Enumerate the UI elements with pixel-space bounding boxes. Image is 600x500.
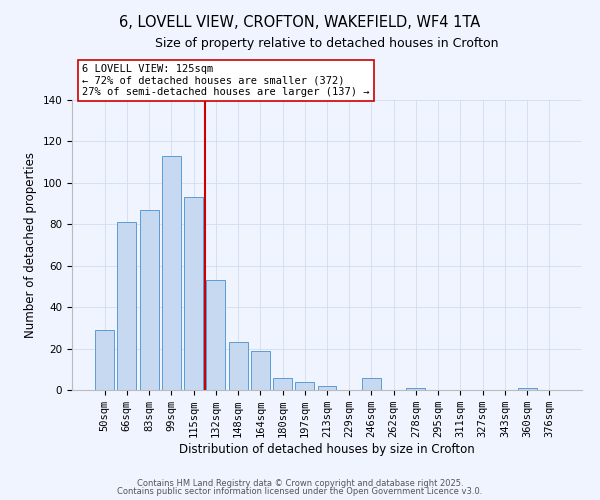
Title: Size of property relative to detached houses in Crofton: Size of property relative to detached ho… bbox=[155, 37, 499, 50]
Bar bbox=[317, 386, 337, 390]
Bar bbox=[295, 382, 314, 390]
Bar bbox=[162, 156, 181, 390]
Text: Contains public sector information licensed under the Open Government Licence v3: Contains public sector information licen… bbox=[118, 487, 482, 496]
Bar bbox=[229, 342, 248, 390]
Bar bbox=[206, 280, 225, 390]
Bar bbox=[406, 388, 425, 390]
Bar bbox=[118, 222, 136, 390]
X-axis label: Distribution of detached houses by size in Crofton: Distribution of detached houses by size … bbox=[179, 443, 475, 456]
Text: 6 LOVELL VIEW: 125sqm
← 72% of detached houses are smaller (372)
27% of semi-det: 6 LOVELL VIEW: 125sqm ← 72% of detached … bbox=[82, 64, 370, 97]
Bar bbox=[140, 210, 158, 390]
Bar bbox=[95, 330, 114, 390]
Y-axis label: Number of detached properties: Number of detached properties bbox=[24, 152, 37, 338]
Bar bbox=[362, 378, 381, 390]
Bar bbox=[184, 198, 203, 390]
Bar bbox=[251, 350, 270, 390]
Text: 6, LOVELL VIEW, CROFTON, WAKEFIELD, WF4 1TA: 6, LOVELL VIEW, CROFTON, WAKEFIELD, WF4 … bbox=[119, 15, 481, 30]
Bar bbox=[518, 388, 536, 390]
Bar bbox=[273, 378, 292, 390]
Text: Contains HM Land Registry data © Crown copyright and database right 2025.: Contains HM Land Registry data © Crown c… bbox=[137, 478, 463, 488]
